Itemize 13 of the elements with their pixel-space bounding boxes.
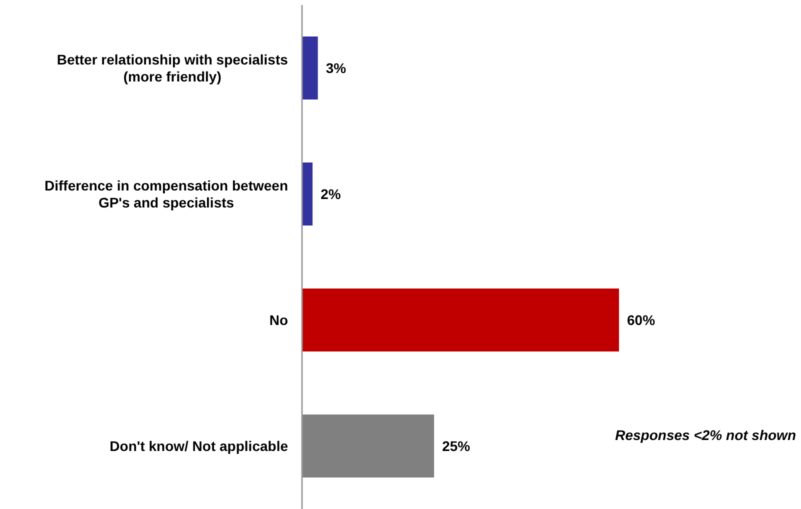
annotation: Responses <2% not shown: [615, 427, 796, 443]
bar: [302, 36, 318, 100]
y-tick-label: No: [269, 312, 288, 328]
bar: [302, 414, 434, 478]
bar: [302, 162, 313, 226]
y-tick-label: Don't know/ Not applicable: [110, 438, 288, 454]
data-label: 2%: [320, 186, 342, 202]
bar: [302, 288, 619, 352]
y-tick-label: Difference in compensation between GP's and specialists: [44, 178, 288, 210]
data-label: 60%: [627, 312, 656, 328]
data-label: 3%: [326, 60, 347, 76]
y-tick-label: Better relationship with specialists (more friendly): [56, 52, 288, 84]
data-label: 25%: [442, 438, 471, 454]
